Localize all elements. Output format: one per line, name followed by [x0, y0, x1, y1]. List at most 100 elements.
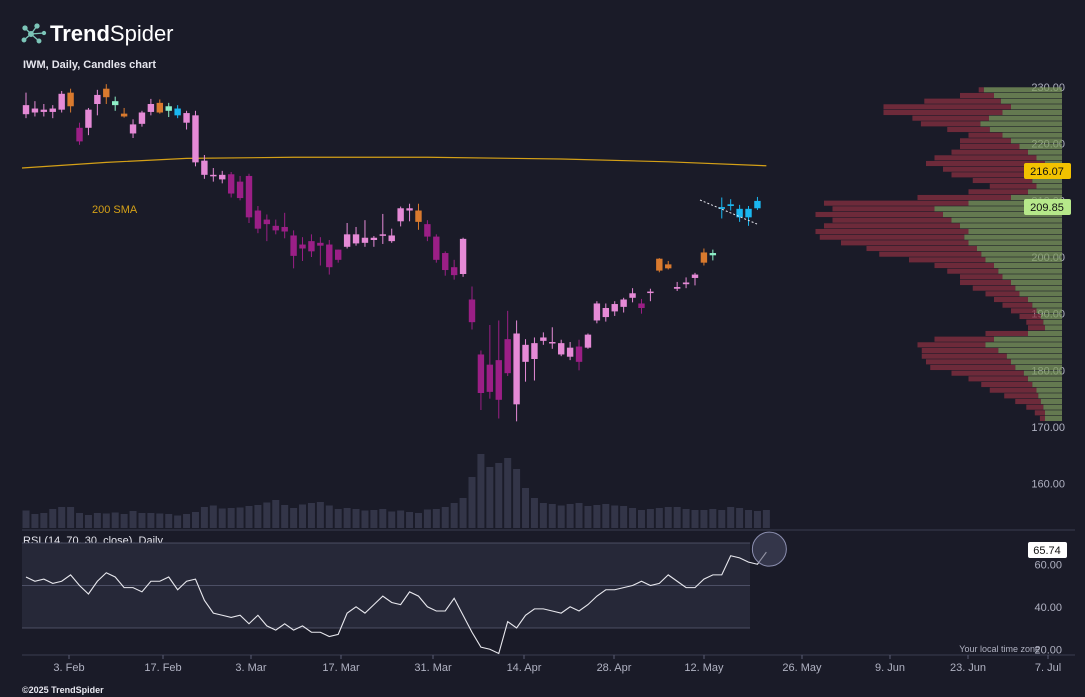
candle-body — [611, 304, 618, 312]
volume-bar — [495, 463, 503, 528]
vp-bar-down — [832, 206, 935, 212]
candle-body — [459, 238, 467, 274]
candle-body — [120, 113, 128, 117]
vp-bar-up — [998, 347, 1062, 354]
volume-bar — [191, 512, 199, 528]
brand-logo[interactable]: TrendSpider — [21, 21, 174, 46]
vp-bar-up — [1011, 138, 1062, 144]
volume-bar — [227, 508, 235, 528]
candle-body — [219, 174, 226, 180]
candle-body — [138, 112, 146, 124]
candle — [593, 301, 601, 324]
candle-body — [281, 226, 288, 232]
time-x-axis[interactable]: 3. Feb 17. Feb 3. Mar 17. Mar 31. Mar 14. Apr… — [53, 655, 1061, 674]
vp-bar-down — [960, 274, 1003, 280]
vp-bar-down — [883, 104, 1011, 110]
svg-text:TrendSpider: TrendSpider — [50, 21, 174, 46]
vp-bar-up — [1028, 296, 1062, 303]
volume-bar — [138, 513, 146, 528]
candle-body — [629, 293, 636, 298]
volume-bar — [93, 513, 101, 528]
vp-bar-down — [985, 291, 1020, 297]
rsi-last-marker[interactable] — [751, 531, 787, 567]
candle-body — [147, 104, 155, 112]
candle-body — [656, 258, 663, 271]
vp-bar-down — [968, 376, 1028, 382]
candle-body — [718, 207, 725, 209]
candle — [584, 333, 592, 349]
candle — [665, 260, 672, 270]
candle — [638, 298, 645, 314]
rsi-value: 65.74 — [1033, 545, 1061, 557]
volume-bar — [397, 510, 405, 528]
volume-bar — [343, 508, 351, 528]
volume-bar — [84, 515, 92, 528]
candle — [415, 203, 422, 230]
candle — [736, 204, 743, 222]
vp-bar-down — [960, 92, 994, 99]
candle-body — [290, 235, 297, 256]
volume-bar — [736, 508, 744, 528]
volume-bar — [450, 503, 458, 528]
vp-bar-up — [1015, 285, 1062, 291]
volume-bar — [682, 509, 690, 528]
vp-bar-up — [968, 240, 1062, 246]
volume-bar — [700, 510, 708, 528]
volume-bar — [486, 467, 494, 528]
candle — [691, 272, 699, 286]
volume-bar — [432, 509, 440, 528]
candle — [361, 220, 369, 247]
vp-bar-up — [1011, 194, 1062, 201]
candle — [326, 240, 333, 275]
candle-body — [210, 174, 217, 177]
vp-bar-up — [1032, 177, 1062, 184]
x-tick-label: 12. May — [684, 662, 724, 674]
vp-bar-up — [980, 121, 1062, 127]
last-price-value: 209.85 — [1030, 202, 1064, 214]
candle — [138, 110, 146, 127]
candle — [352, 226, 360, 246]
vp-bar-down — [968, 132, 1003, 138]
vp-bar-down — [815, 211, 943, 218]
sma-price-value: 216.07 — [1030, 166, 1064, 178]
volume-bar — [245, 506, 253, 528]
candle — [531, 337, 538, 381]
vp-bar-down — [866, 245, 977, 252]
candle-body — [682, 282, 690, 285]
candle — [147, 98, 155, 116]
volume-bar — [406, 512, 414, 528]
volume-bar — [691, 510, 699, 528]
last-price-badge: 209.85 — [1024, 199, 1071, 215]
candle — [219, 170, 226, 184]
candle-body — [584, 334, 592, 348]
candle — [673, 281, 681, 291]
candle — [58, 90, 65, 113]
brand-name-light: Spider — [110, 21, 174, 46]
candle-body — [245, 175, 253, 218]
volume-bar — [762, 510, 770, 528]
candle-body — [495, 360, 502, 400]
candle-body — [566, 347, 574, 357]
volume-bar — [156, 513, 164, 528]
candle-body — [236, 181, 244, 199]
candle — [245, 173, 253, 223]
vp-bar-up — [1011, 104, 1062, 110]
vp-bar-down — [924, 98, 1001, 104]
x-tick-label: 23. Jun — [950, 662, 986, 674]
candle — [566, 342, 574, 361]
candle-body — [352, 234, 360, 244]
volume-bar — [361, 510, 369, 528]
candle-body — [558, 343, 565, 355]
volume-bar — [40, 513, 48, 528]
candle-body — [370, 237, 378, 240]
x-tick-label: 31. Mar — [414, 662, 452, 674]
vp-bar-down — [985, 330, 1028, 337]
volume-bar — [709, 509, 717, 528]
x-tick-label: 9. Jun — [875, 662, 905, 674]
candle-body — [397, 208, 404, 222]
candle-body — [129, 124, 137, 134]
volume-bar — [727, 507, 735, 528]
candle-body — [103, 88, 110, 98]
candle-body — [58, 93, 65, 110]
rsi-line — [25, 551, 767, 655]
